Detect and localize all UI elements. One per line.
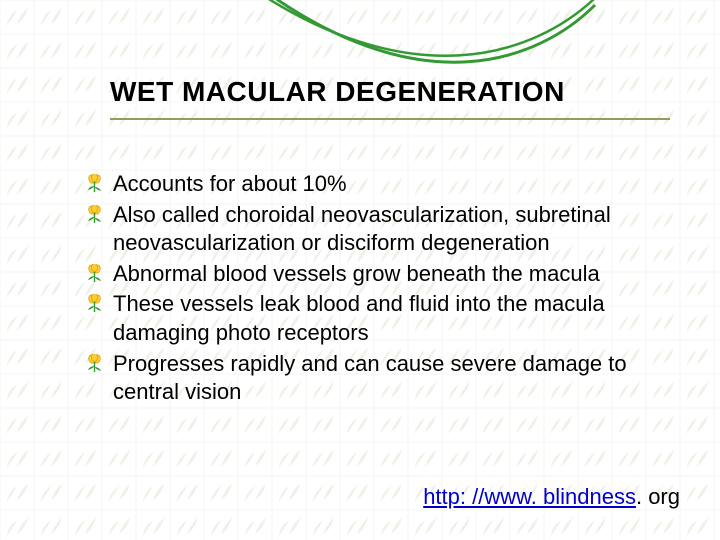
footer-link-linked[interactable]: http: //www. blindness (423, 484, 636, 509)
footer-link-plain: . org (636, 484, 680, 509)
flower-bullet-icon (85, 205, 107, 227)
flower-bullet-icon (85, 354, 107, 376)
flower-bullet-icon (85, 174, 107, 196)
bullet-text: Progresses rapidly and can cause severe … (113, 350, 690, 407)
bullet-item: These vessels leak blood and fluid into … (85, 290, 690, 347)
page-title: WET MACULAR DEGENERATION (110, 76, 700, 108)
title-underline (110, 118, 670, 120)
bullet-item: Abnormal blood vessels grow beneath the … (85, 260, 690, 289)
bullet-text: Abnormal blood vessels grow beneath the … (113, 260, 600, 289)
flower-bullet-icon (85, 294, 107, 316)
bullet-item: Accounts for about 10% (85, 170, 690, 199)
bullet-item: Progresses rapidly and can cause severe … (85, 350, 690, 407)
bullet-list: Accounts for about 10%Also called choroi… (85, 170, 690, 409)
flower-bullet-icon (85, 264, 107, 286)
bullet-text: Also called choroidal neovascularization… (113, 201, 690, 258)
bullet-text: These vessels leak blood and fluid into … (113, 290, 690, 347)
bullet-item: Also called choroidal neovascularization… (85, 201, 690, 258)
bullet-text: Accounts for about 10% (113, 170, 347, 199)
title-block: WET MACULAR DEGENERATION (110, 76, 700, 120)
footer-link[interactable]: http: //www. blindness. org (423, 484, 680, 510)
